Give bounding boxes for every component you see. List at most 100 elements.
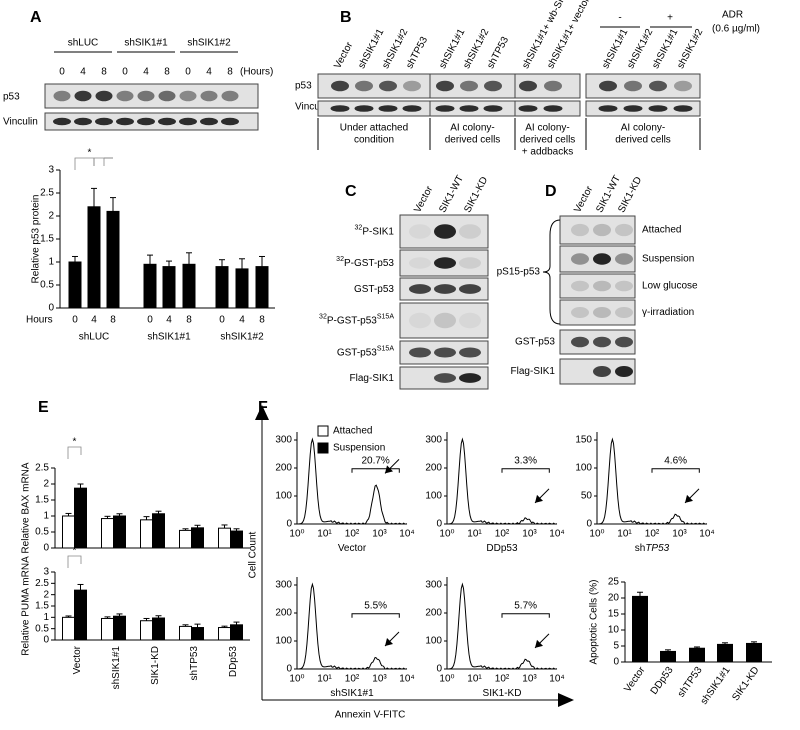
band [571, 253, 589, 265]
panel-label: B [340, 9, 352, 26]
hist-tick-label: 300 [275, 580, 292, 591]
legend-label: Attached [333, 426, 372, 437]
band [354, 105, 374, 112]
time-unit: (Hours) [240, 67, 273, 78]
group-label: shLUC [79, 332, 110, 343]
bar [230, 624, 243, 641]
band [330, 105, 350, 112]
hist-curve [447, 582, 558, 670]
band [434, 284, 456, 294]
hist-curve [297, 582, 408, 670]
hist-tick-label: 10¹ [467, 529, 482, 540]
hist-tick-label: 100 [275, 636, 292, 647]
lane-label: Vector [412, 184, 435, 215]
lane-group-label: shSIK1#1 [124, 38, 168, 49]
hist-tick-label: 50 [581, 491, 593, 502]
band [95, 90, 113, 102]
band [137, 117, 155, 126]
lane-group-label: shSIK1#2 [187, 38, 231, 49]
gate-bracket [351, 613, 400, 618]
hist-tick-label: 200 [275, 608, 292, 619]
x-tick-label: 0 [147, 315, 153, 326]
group-caption: derived cells [445, 135, 501, 146]
y-axis-label: Cell Count [248, 531, 259, 578]
band [674, 80, 692, 92]
legend-swatch [317, 425, 329, 437]
band [434, 373, 456, 383]
band [53, 90, 71, 102]
bar [143, 263, 157, 309]
group-caption: derived cells [615, 135, 671, 146]
time-label: 8 [227, 67, 233, 78]
band [593, 280, 611, 292]
bar [140, 620, 153, 641]
x-tick-label: Vector [622, 664, 648, 694]
bar [235, 268, 249, 309]
y-axis-label: Relative BAX mRNA [21, 462, 32, 553]
hist-tick-label: 10² [345, 674, 360, 685]
row-label: Flag-SIK1 [350, 373, 395, 384]
bar [101, 518, 114, 549]
band [649, 80, 667, 92]
hist-tick-label: 0 [586, 519, 592, 530]
x-tick-label: 8 [110, 315, 116, 326]
y-tick-label: 1.5 [40, 234, 54, 245]
hist-tick-label: 10² [345, 529, 360, 540]
hist-tick-label: 10³ [522, 674, 537, 685]
band [459, 224, 481, 239]
bar [191, 527, 204, 549]
bar [255, 266, 269, 309]
x-tick-label: 4 [166, 315, 172, 326]
band [623, 105, 643, 112]
x-tick-label: SIK1-KD [730, 665, 761, 703]
band [459, 105, 479, 112]
band [571, 280, 589, 292]
band [615, 223, 633, 237]
band [355, 80, 373, 92]
bar [74, 487, 87, 549]
bar [152, 513, 165, 549]
band [402, 105, 422, 112]
y-tick-label: 1.5 [35, 495, 49, 506]
y-tick-label: 2 [43, 589, 49, 600]
group-caption: AI colony- [525, 123, 569, 134]
hist-caption: Vector [338, 543, 367, 554]
bar [746, 642, 762, 663]
hist-tick-label: 10³ [372, 674, 387, 685]
arrowhead [535, 494, 543, 503]
lane-group-label: shLUC [68, 38, 99, 49]
row-label: p53 [295, 81, 312, 92]
band [615, 253, 633, 265]
hist-tick-label: 200 [425, 608, 442, 619]
panel-label: D [545, 183, 557, 200]
gate-percent: 3.3% [514, 455, 537, 466]
hist-tick-label: 200 [275, 463, 292, 474]
x-tick-label: SIK1-KD [150, 646, 161, 685]
lane-label: SIK1-KD [462, 175, 490, 215]
blot [559, 215, 636, 245]
band [593, 223, 611, 237]
lane-label: Vector [332, 40, 355, 71]
lane-label: shTP53 [404, 35, 430, 71]
group-label: shSIK1#2 [220, 332, 264, 343]
hist-tick-label: 100 [425, 491, 442, 502]
x-axis-label: Annexin V-FITC [335, 710, 406, 721]
band [379, 80, 397, 92]
band [434, 257, 456, 269]
hist-tick-label: 0 [286, 519, 292, 530]
condition-label: γ-irradiation [642, 307, 694, 318]
band [409, 224, 431, 239]
hist-tick-label: 10² [645, 529, 660, 540]
band [624, 80, 642, 92]
row-label: Vinculin [295, 102, 330, 113]
y-tick-label: 3 [48, 165, 54, 176]
band [409, 347, 431, 358]
hist-tick-label: 10⁰ [289, 674, 304, 685]
band [483, 105, 503, 112]
hist-tick-label: 10¹ [317, 529, 332, 540]
hist-curve [597, 437, 708, 525]
text-part: P-GST-p53 [344, 258, 394, 269]
text-part: S15A [377, 314, 394, 321]
text-part: P-GST-p53 [327, 315, 377, 326]
band [53, 117, 71, 126]
